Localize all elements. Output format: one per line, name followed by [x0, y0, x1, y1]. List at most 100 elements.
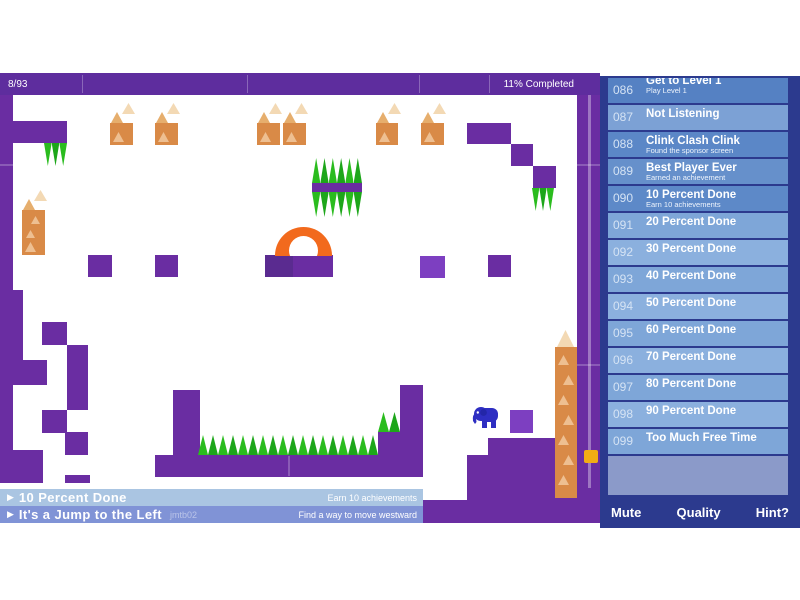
spike	[345, 192, 354, 217]
purple-block	[555, 498, 577, 523]
triangle-decoration	[295, 103, 308, 114]
spike	[218, 435, 228, 455]
achievement-subtitle: Earn 10 achievements	[646, 200, 721, 210]
achievement-subtitle: Play Level 1	[646, 86, 687, 96]
spike	[368, 435, 378, 455]
achievement-row: 098 90 Percent Done	[608, 402, 788, 427]
spike	[298, 435, 308, 455]
purple-block	[312, 183, 362, 192]
triangle-decoration	[563, 375, 574, 385]
panel-footer: Mute Quality Hint?	[600, 505, 800, 520]
achievement-number: 099	[613, 434, 634, 448]
achievement-number: 091	[613, 218, 634, 232]
achievement-title: 70 Percent Done	[646, 351, 737, 363]
spike-strip	[44, 143, 68, 166]
purple-block	[423, 500, 555, 523]
purple-block	[489, 123, 511, 144]
achievement-number: 087	[613, 110, 634, 124]
purple-block	[420, 256, 445, 278]
achievements-list: 086 Get to Level 1 Play Level 1 087 Not List…	[608, 78, 788, 495]
triangle-decoration	[31, 216, 40, 224]
achievement-title: Get to Level 1	[646, 78, 722, 87]
purple-block	[13, 450, 43, 483]
spike	[353, 158, 362, 183]
achievement-toast: ▶ 10 Percent Done Earn 10 achievements	[0, 489, 423, 506]
achievement-row: 097 80 Percent Done	[608, 375, 788, 400]
spike	[328, 435, 338, 455]
achievement-text: 40 Percent Done	[646, 267, 736, 292]
spike	[532, 188, 540, 211]
achievement-subtitle: Found the sponsor screen	[646, 146, 734, 156]
achievements-panel: 086 Get to Level 1 Play Level 1 087 Not List…	[600, 76, 800, 528]
purple-block	[467, 455, 488, 500]
achievement-row: 099 Too Much Free Time	[608, 429, 788, 454]
hint-button[interactable]: Hint?	[755, 505, 789, 520]
achievement-row: 093 40 Percent Done	[608, 267, 788, 292]
elephant-player	[472, 404, 500, 429]
achievement-number: 088	[613, 137, 634, 151]
orange-box	[22, 210, 45, 255]
scrollbar-handle[interactable]	[584, 450, 598, 463]
hud-separator	[419, 75, 420, 93]
triangle-decoration	[26, 230, 35, 238]
wall-seam	[577, 164, 600, 166]
purple-block	[0, 95, 13, 483]
achievement-title: 40 Percent Done	[646, 270, 737, 282]
hud-separator	[489, 75, 490, 93]
toast-detail: Earn 10 achievements	[327, 492, 417, 503]
achievement-toast: ▶ It's a Jump to the Left jmtb02 Find a …	[0, 506, 423, 523]
triangle-decoration	[433, 103, 446, 114]
purple-block	[511, 144, 533, 166]
spike	[258, 435, 268, 455]
achievement-text: 80 Percent Done	[646, 375, 736, 400]
achievement-text: 90 Percent Done	[646, 402, 736, 427]
play-arrow-icon: ▶	[7, 492, 14, 502]
mute-button[interactable]: Mute	[611, 505, 642, 520]
spike-strip	[532, 188, 554, 211]
purple-block	[173, 390, 200, 455]
purple-block	[400, 385, 423, 455]
spike	[198, 435, 208, 455]
triangle-decoration	[424, 132, 435, 142]
purple-block	[65, 432, 88, 455]
achievement-row: 090 10 Percent Done Earn 10 achievements	[608, 186, 788, 211]
triangle-decoration	[122, 103, 135, 114]
achievement-title: Clink Clash Clink	[646, 135, 740, 147]
purple-block	[67, 345, 88, 410]
achievement-row: 088 Clink Clash Clink Found the sponsor sc…	[608, 132, 788, 157]
purple-block	[13, 121, 67, 143]
achievement-number: 093	[613, 272, 634, 286]
spike-strip	[312, 158, 362, 183]
spike	[320, 192, 329, 217]
toast-detail: Find a way to move westward	[298, 509, 417, 520]
achievement-text: 10 Percent Done Earn 10 achievements	[646, 186, 736, 211]
triangle-decoration	[113, 132, 124, 142]
scrollbar-track[interactable]	[588, 95, 591, 488]
spike	[248, 435, 258, 455]
spike-strip	[378, 412, 400, 432]
spike	[228, 435, 238, 455]
achievement-title: 50 Percent Done	[646, 297, 737, 309]
wall-seam	[0, 164, 13, 166]
spike	[389, 412, 400, 432]
achievement-row: 092 30 Percent Done	[608, 240, 788, 265]
achievement-text: Clink Clash Clink Found the sponsor scree…	[646, 132, 740, 157]
triangle-decoration	[269, 103, 282, 114]
achievement-text: Too Much Free Time	[646, 429, 757, 454]
quality-button[interactable]: Quality	[676, 505, 721, 520]
achievement-number: 094	[613, 299, 634, 313]
purple-block	[510, 410, 533, 433]
purple-block	[42, 322, 67, 345]
achievement-number: 090	[613, 191, 634, 205]
triangle-decoration	[156, 112, 168, 123]
purple-block	[577, 95, 600, 523]
triangle-decoration	[558, 395, 569, 405]
achievement-title: Too Much Free Time	[646, 432, 757, 444]
triangle-decoration	[34, 190, 47, 201]
triangle-decoration	[111, 112, 123, 123]
hud-bar: 8/93 11% Completed	[0, 73, 600, 95]
spike	[345, 158, 354, 183]
purple-block	[65, 475, 90, 483]
purple-block	[265, 255, 293, 277]
